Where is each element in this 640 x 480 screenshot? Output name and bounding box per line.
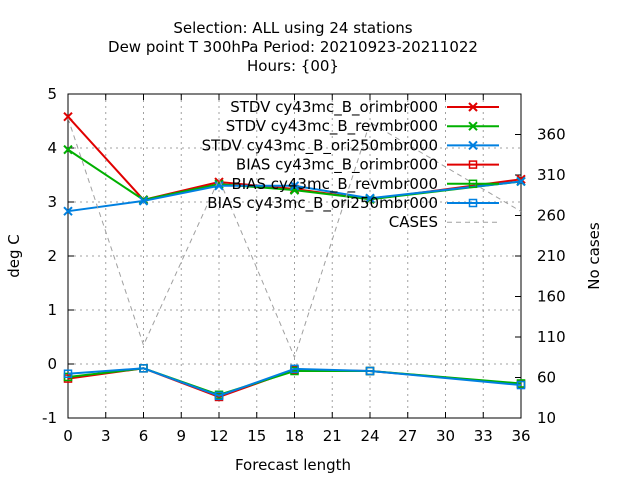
y-tick-label: 4 (47, 139, 57, 157)
data-point (289, 181, 300, 191)
title-line: Dew point T 300hPa Period: 20210923-2021… (108, 38, 478, 56)
y2-tick-label: 160 (537, 288, 566, 306)
x-tick-label: 30 (436, 427, 455, 445)
legend-entry: STDV cy43mc_B_orimbr000 (230, 98, 438, 117)
data-point (516, 176, 526, 187)
x-tick-label: 33 (474, 427, 493, 445)
legend-entry: BIAS cy43mc_B_ori250mbr000 (207, 194, 438, 213)
data-point (214, 181, 224, 191)
y-axis: -1 0 1 2 3 4 5 (42, 85, 74, 427)
y2-axis: 10 60 110 160 210 260 310 360 (515, 126, 566, 427)
data-point (138, 196, 149, 206)
data-point (139, 364, 148, 373)
data-point (63, 144, 73, 155)
y2-tick-label: 210 (537, 247, 566, 265)
data-point (214, 391, 224, 401)
x-tick-label: 15 (247, 427, 266, 445)
x-tick-label: 36 (511, 427, 530, 445)
y-tick-label: 1 (47, 301, 57, 319)
legend-marker (468, 160, 478, 169)
x-axis: 0 3 6 9 12 15 18 21 24 27 30 33 36 (63, 94, 531, 445)
series-line (67, 367, 522, 397)
y-axis-label: deg C (5, 234, 23, 278)
data-point (290, 364, 299, 374)
legend-marker (468, 140, 478, 151)
y2-tick-label: 360 (537, 126, 566, 144)
x-tick-label: 12 (209, 427, 228, 445)
legend-marker (468, 102, 478, 112)
legend-entry: STDV cy43mc_B_ori250mbr000 (202, 136, 438, 155)
x-axis-label: Forecast length (235, 456, 351, 474)
x-tick-label: 0 (63, 427, 73, 445)
y-tick-label: 0 (47, 355, 57, 373)
x-tick-label: 6 (139, 427, 149, 445)
series-line (67, 180, 522, 213)
data-point (516, 380, 526, 390)
data-point (365, 366, 375, 376)
y2-tick-label: 110 (537, 328, 566, 346)
grid (68, 94, 521, 418)
legend-entry: BIAS cy43mc_B_revmbr000 (232, 175, 439, 194)
legend-entry: STDV cy43mc_B_revmbr000 (226, 117, 438, 136)
legend-marker (468, 198, 478, 208)
x-tick-label: 9 (176, 427, 186, 445)
data-point (63, 111, 73, 122)
title-line: Hours: {00} (247, 57, 339, 75)
x-tick-label: 24 (360, 427, 379, 445)
y2-tick-label: 60 (537, 369, 556, 387)
x-tick-label: 3 (101, 427, 111, 445)
data-point (63, 369, 73, 378)
y2-tick-label: 260 (537, 207, 566, 225)
title-line: Selection: ALL using 24 stations (173, 19, 412, 37)
y-tick-label: 5 (47, 85, 57, 103)
data-point (63, 206, 73, 216)
y2-axis-label: No cases (585, 222, 603, 290)
series (63, 111, 526, 402)
legend-entry: CASES (389, 213, 438, 231)
x-tick-label: 18 (285, 427, 304, 445)
series-line (67, 118, 522, 359)
legend-marker (468, 121, 478, 131)
legend-entry: BIAS cy43mc_B_orimbr000 (236, 156, 438, 175)
data-point (365, 193, 375, 203)
y-tick-label: -1 (42, 409, 57, 427)
y-tick-label: 3 (47, 193, 57, 211)
x-tick-label: 27 (398, 427, 417, 445)
legend-marker (468, 179, 478, 189)
x-tick-label: 21 (323, 427, 342, 445)
y2-tick-label: 10 (537, 409, 556, 427)
y2-tick-label: 310 (537, 166, 566, 184)
y-tick-label: 2 (47, 247, 57, 265)
